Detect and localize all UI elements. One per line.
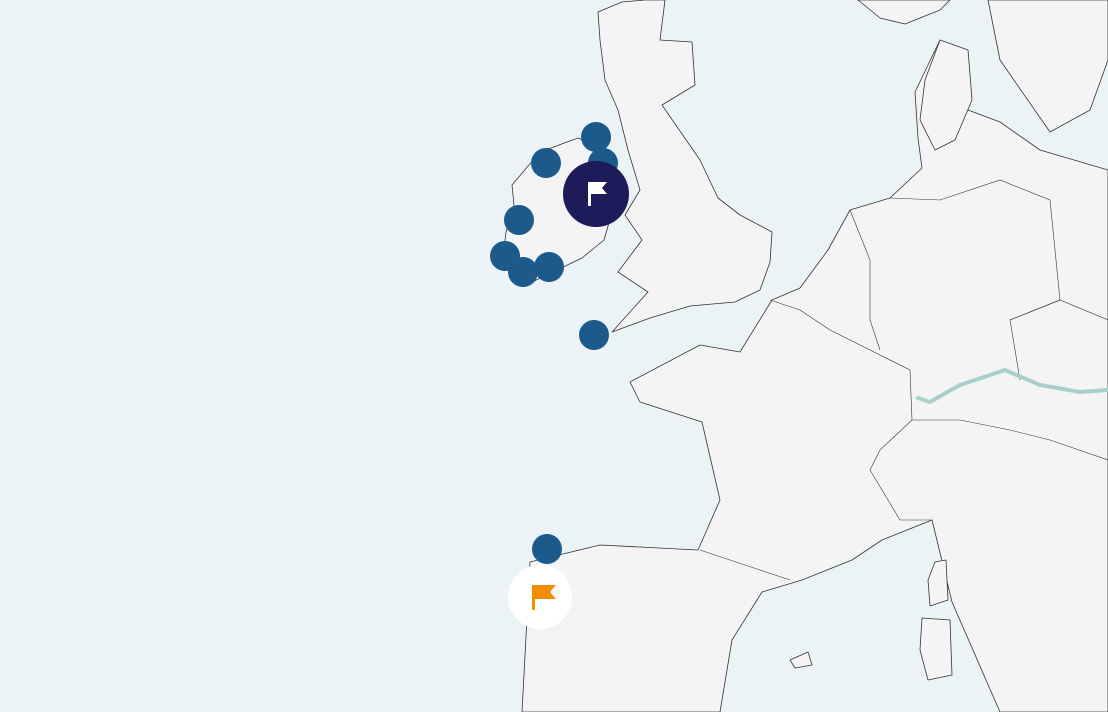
selected-marker[interactable] [563, 161, 629, 227]
marker[interactable] [508, 257, 538, 287]
marker[interactable] [534, 252, 564, 282]
scandinavia [987, 0, 1108, 133]
great-britain [597, 0, 773, 333]
borders [699, 179, 1108, 581]
river [916, 367, 1108, 405]
denmark [919, 39, 973, 151]
flag-marker[interactable] [508, 565, 572, 629]
marker[interactable] [579, 320, 609, 350]
marker[interactable] [504, 205, 534, 235]
corsica [927, 559, 949, 607]
balearic [789, 651, 813, 669]
marker[interactable] [532, 534, 562, 564]
marker[interactable] [581, 122, 611, 152]
sardinia [919, 617, 953, 681]
markers [490, 122, 629, 629]
north-coast [857, 0, 951, 25]
land [501, 0, 1108, 712]
marker[interactable] [531, 148, 561, 178]
continent [521, 39, 1108, 712]
